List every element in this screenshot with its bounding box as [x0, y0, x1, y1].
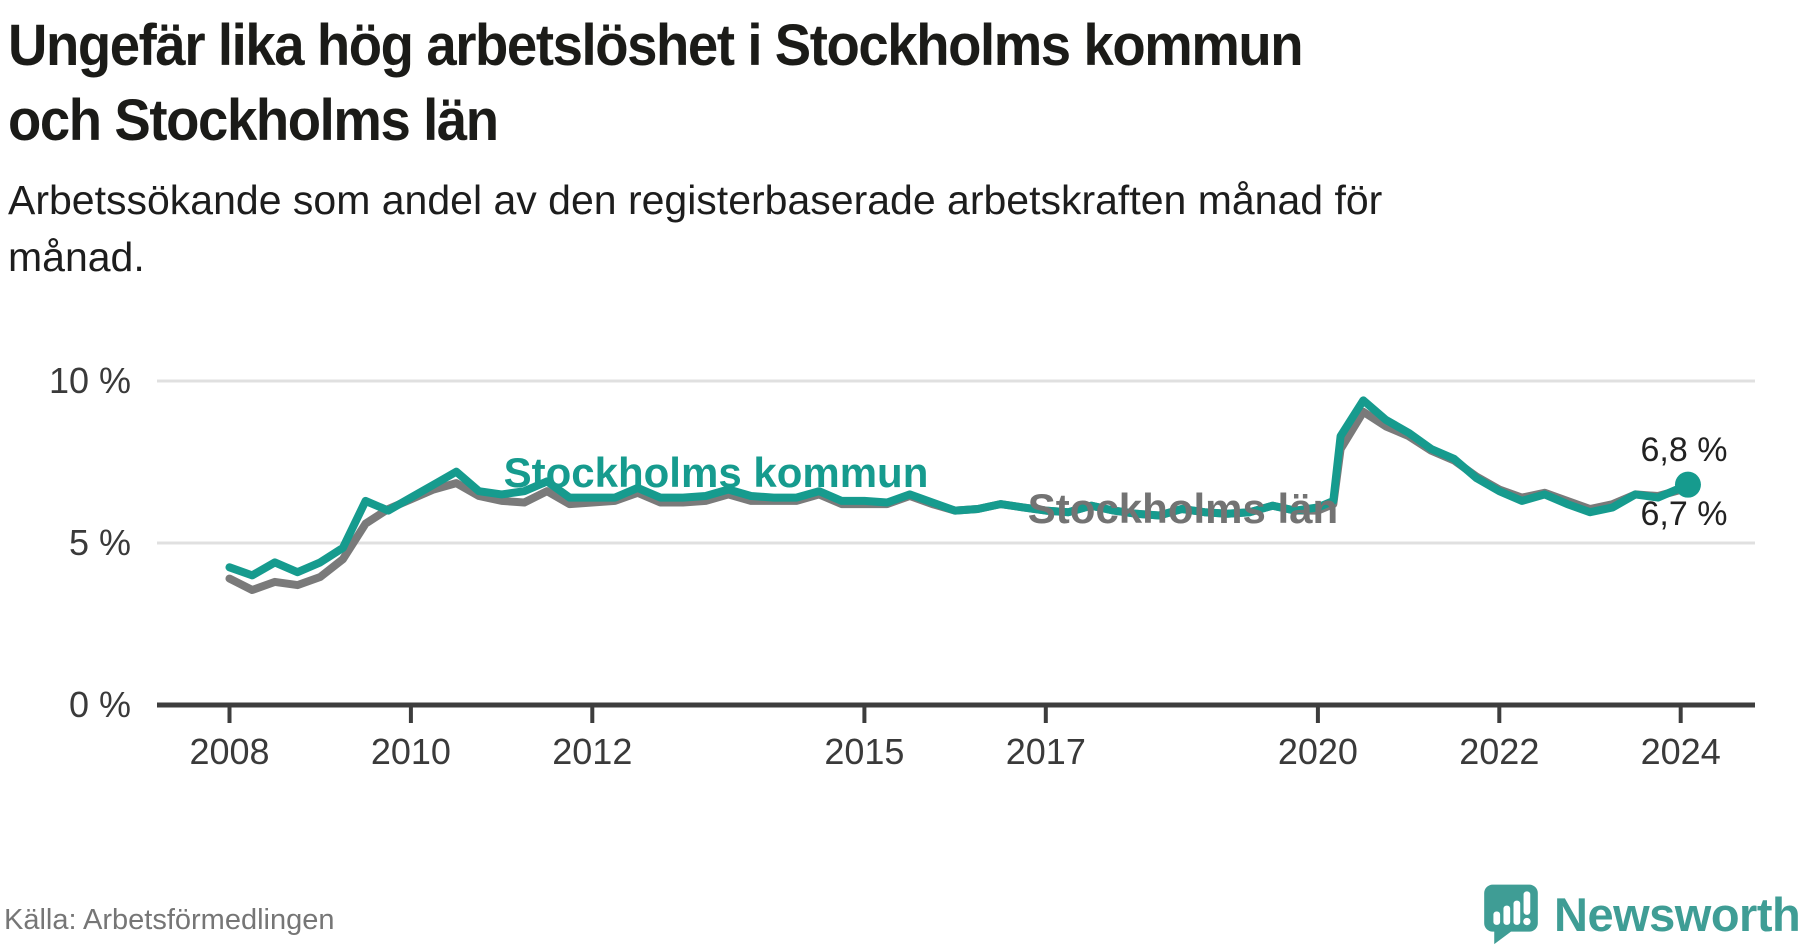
line-stockholms-lan — [225, 407, 1692, 594]
chart-title-line2: och Stockholms län — [8, 88, 499, 154]
x-tick-label-2022: 2022 — [1459, 731, 1539, 772]
chart-subtitle-line2: månad. — [8, 234, 145, 281]
y-tick-label-0: 0 % — [69, 684, 131, 725]
end-value-label-kommun: 6,8 % — [1641, 431, 1728, 469]
y-tick-label-5: 5 % — [69, 522, 131, 563]
x-axis: 2008 2010 2012 2015 2017 2020 2022 2024 — [157, 702, 1755, 772]
newsworthy-logo: Newsworthy — [1482, 882, 1800, 946]
chart-subtitle: Arbetssökande som andel av den registerb… — [8, 172, 1508, 287]
chart-subtitle-line1: Arbetssökande som andel av den registerb… — [8, 177, 1383, 223]
line-stockholms-kommun — [225, 396, 1692, 580]
series-label-stockholms-lan: Stockholms län — [1028, 485, 1338, 532]
endpoint-dot-kommun — [1674, 471, 1701, 498]
end-value-label-lan: 6,7 % — [1641, 495, 1728, 533]
gridlines — [157, 379, 1755, 545]
x-tick-label-2008: 2008 — [189, 731, 269, 772]
x-tick-label-2012: 2012 — [552, 731, 632, 772]
data-series — [225, 396, 1701, 594]
x-tick-label-2017: 2017 — [1006, 731, 1086, 772]
source-note: Källa: Arbetsförmedlingen — [4, 904, 335, 936]
x-tick-label-2010: 2010 — [371, 731, 451, 772]
chart-title: Ungefär lika hög arbetslöshet i Stockhol… — [8, 8, 1474, 159]
y-axis-labels: 10 % 5 % 0 % — [49, 360, 131, 725]
chart-title-line1: Ungefär lika hög arbetslöshet i Stockhol… — [8, 13, 1304, 78]
annotations: Stockholms kommun Stockholms län 6,8 % 6… — [504, 431, 1728, 533]
x-tick-label-2024: 2024 — [1641, 731, 1721, 772]
y-tick-label-10: 10 % — [49, 360, 131, 401]
newsworthy-logo-icon — [1484, 884, 1538, 945]
series-label-stockholms-kommun: Stockholms kommun — [504, 449, 929, 496]
x-tick-label-2015: 2015 — [824, 731, 904, 772]
newsworthy-wordmark: Newsworthy — [1554, 887, 1800, 941]
x-tick-label-2020: 2020 — [1278, 731, 1358, 772]
